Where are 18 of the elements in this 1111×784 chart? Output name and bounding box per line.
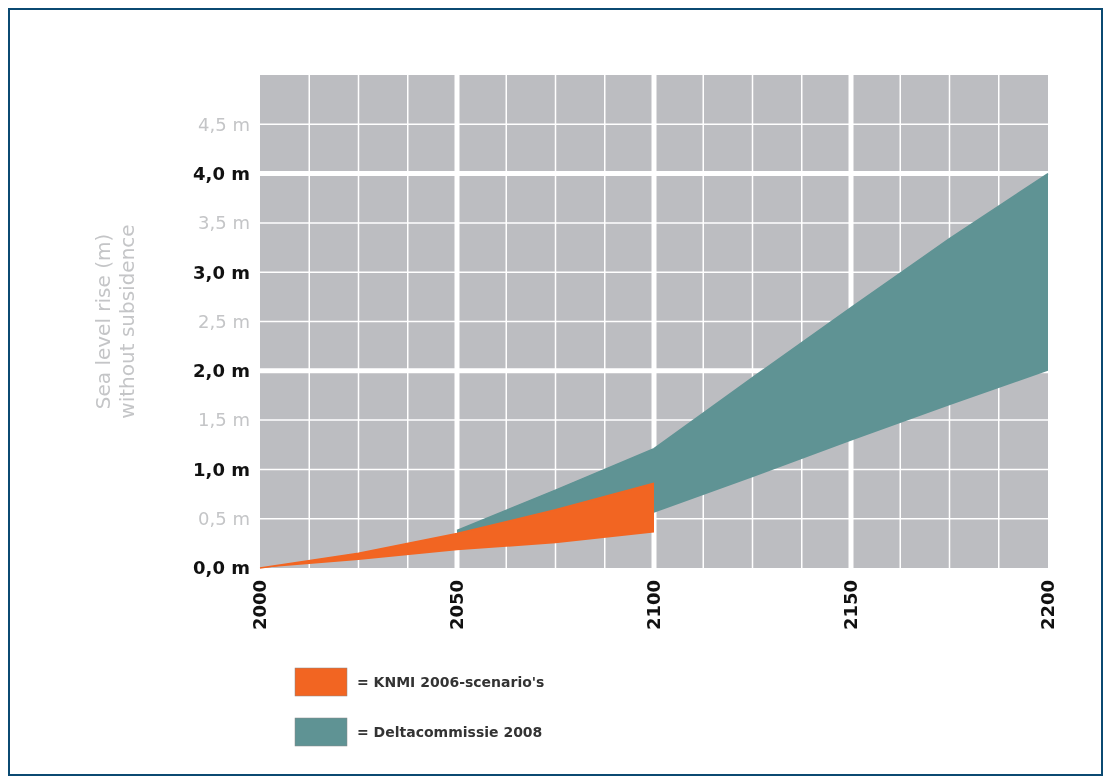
- x-tick-label: 2100: [643, 580, 665, 631]
- y-tick-label: 1,0 m: [193, 458, 250, 480]
- y-tick-label: 2,5 m: [198, 310, 250, 332]
- y-tick-label: 3,5 m: [198, 212, 250, 234]
- y-tick-label: 4,5 m: [198, 113, 250, 135]
- y-axis-title: Sea level rise (m) without subsidence: [91, 224, 139, 419]
- legend-label: = Deltacommissie 2008: [357, 723, 543, 740]
- y-tick-label: 1,5 m: [198, 409, 250, 431]
- x-tick-label: 2200: [1037, 580, 1059, 631]
- y-tick-label: 4,0 m: [193, 162, 250, 184]
- y-tick-label: 2,0 m: [193, 360, 250, 382]
- x-tick-label: 2000: [249, 580, 271, 631]
- y-tick-label: 3,0 m: [193, 261, 250, 283]
- y-tick-label: 0,0 m: [193, 557, 250, 579]
- legend-label: = KNMI 2006-scenario's: [357, 673, 545, 690]
- x-tick-label: 2050: [446, 580, 468, 631]
- x-tick-label: 2150: [840, 580, 862, 631]
- y-tick-label: 0,5 m: [198, 508, 250, 529]
